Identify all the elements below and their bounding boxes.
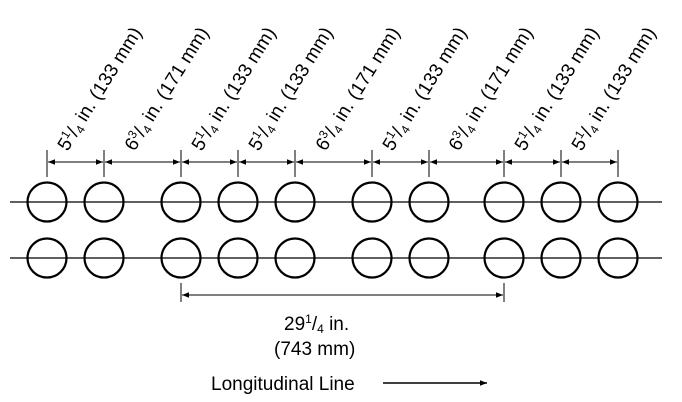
spacing-unit: in. (133 mm) — [394, 24, 471, 130]
dowel-circle — [483, 237, 525, 279]
dowel-circle — [26, 237, 68, 279]
spacing-unit: in. (133 mm) — [69, 24, 146, 130]
spacing-unit: in. (171 mm) — [327, 24, 404, 130]
dowel-circle — [351, 237, 393, 279]
dowel-circle — [408, 237, 450, 279]
total-denominator: 4 — [317, 322, 324, 336]
spacing-unit: in. (171 mm) — [460, 24, 537, 130]
longitudinal-line-label: Longitudinal Line — [211, 374, 355, 395]
spacing-labels: 51/4 in. (133 mm)63/4 in. (171 mm)51/4 i… — [54, 24, 661, 155]
dowel-circle — [540, 237, 582, 279]
total-dimension-metric: (743 mm) — [274, 339, 355, 360]
extension-lines — [46, 150, 619, 177]
dowel-circle — [83, 237, 125, 279]
dowel-circle — [274, 237, 316, 279]
dowel-circle — [408, 181, 450, 223]
total-unit: in. — [324, 314, 349, 335]
total-slash: / — [312, 314, 318, 335]
dowel-circle — [540, 181, 582, 223]
dowel-circle — [351, 181, 393, 223]
dowel-circle — [274, 181, 316, 223]
dowel-circle — [597, 181, 639, 223]
dowel-circle — [160, 181, 202, 223]
dowel-circle — [217, 181, 259, 223]
total-whole: 29 — [284, 314, 305, 335]
dowel-circle — [160, 237, 202, 279]
total-dimension-label: 291/4 in. — [284, 312, 349, 336]
dowel-circles — [26, 181, 639, 279]
dowel-circle — [26, 181, 68, 223]
dowel-circle — [597, 237, 639, 279]
dowel-circle — [483, 181, 525, 223]
dowel-circle — [217, 237, 259, 279]
spacing-unit: in. (171 mm) — [136, 24, 213, 130]
dowel-circle — [83, 181, 125, 223]
total-numerator: 1 — [305, 312, 312, 326]
